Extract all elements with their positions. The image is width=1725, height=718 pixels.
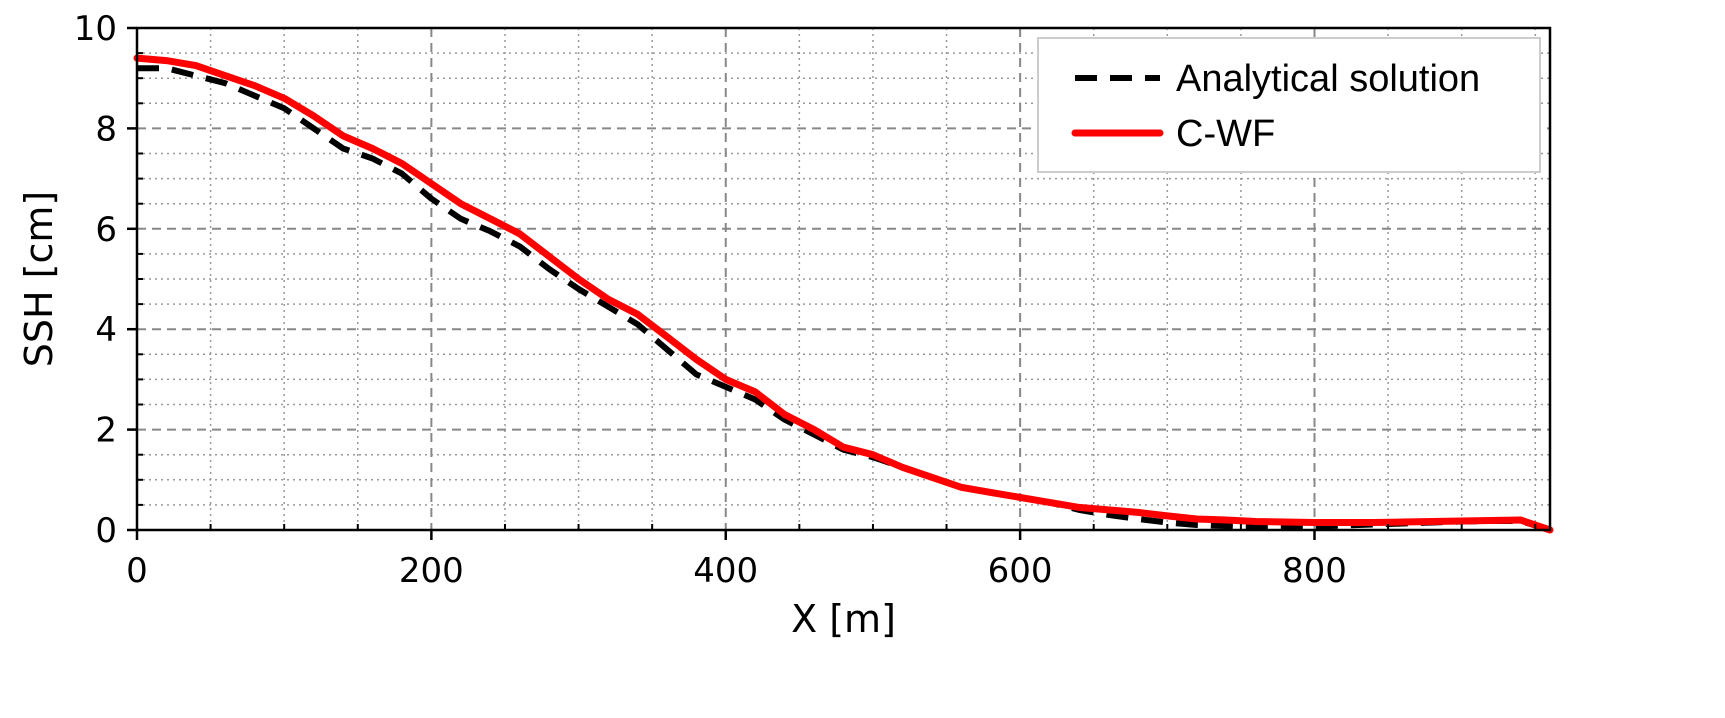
x-tick-label: 0: [126, 551, 148, 591]
x-tick-label: 400: [693, 551, 758, 591]
x-axis-label: X [m]: [791, 597, 896, 641]
legend-label-analytical: Analytical solution: [1176, 58, 1480, 100]
y-tick-label: 10: [74, 9, 117, 49]
x-tick-label: 600: [988, 551, 1053, 591]
legend-box: [1037, 37, 1541, 173]
y-tick-label: 0: [95, 511, 117, 551]
y-tick-labels: 0 2 4 6 8 10: [74, 9, 117, 551]
legend: Analytical solution C-WF: [1037, 37, 1541, 173]
y-tick-label: 4: [95, 310, 117, 350]
axis-ticks: [127, 26, 1537, 540]
y-tick-label: 8: [95, 109, 117, 149]
legend-label-cwf: C-WF: [1176, 113, 1275, 155]
y-axis-label: SSH [cm]: [17, 191, 61, 367]
series-line-cwf: [133, 54, 1554, 534]
plot-series: [133, 54, 1554, 534]
x-tick-labels: 0 200 400 600 800: [126, 551, 1347, 591]
y-tick-label: 6: [95, 210, 117, 250]
x-tick-label: 800: [1282, 551, 1347, 591]
y-tick-label: 2: [95, 411, 117, 451]
x-tick-label: 200: [399, 551, 464, 591]
